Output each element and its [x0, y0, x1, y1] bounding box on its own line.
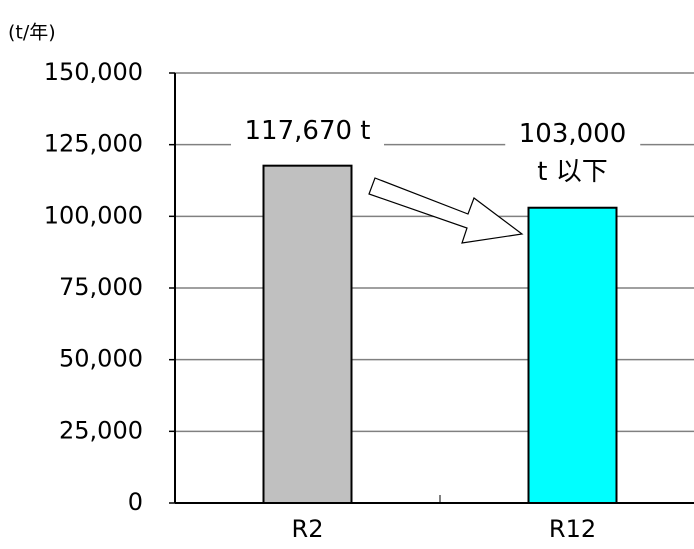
x-tick-label: R2 [292, 515, 324, 543]
y-tick-label: 50,000 [59, 345, 143, 373]
value-label: 117,670 t [230, 112, 385, 150]
value-label: 103,000 t 以下 [504, 115, 641, 191]
arrow [368, 177, 524, 244]
y-tick-label: 150,000 [44, 58, 143, 86]
y-tick-label: 100,000 [44, 201, 143, 229]
x-tick-label: R12 [549, 515, 596, 543]
bar [527, 206, 618, 504]
y-tick-label: 75,000 [59, 273, 143, 301]
y-tick-label: 25,000 [59, 416, 143, 444]
y-tick-label: 0 [128, 488, 143, 516]
y-tick-label: 125,000 [44, 130, 143, 158]
bar [262, 164, 353, 505]
y-unit: (t/年) [8, 22, 56, 44]
